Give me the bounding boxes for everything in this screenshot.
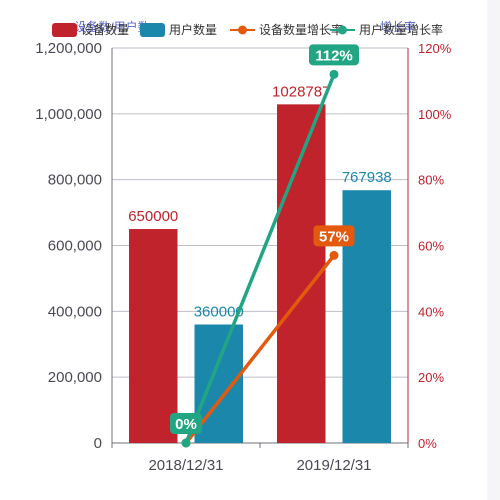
- series-line: [184, 72, 336, 445]
- y-right-tick-label: 20%: [418, 370, 444, 385]
- y-left-tick-label: 200,000: [48, 369, 102, 386]
- y-right-axis-name: 增长率: [380, 19, 416, 34]
- line-point: [329, 69, 339, 79]
- bar-value-label: 650000: [128, 208, 178, 225]
- y-right-tick-label: 0%: [418, 436, 437, 451]
- line-point: [181, 438, 191, 448]
- y-left-axis-name: 设备数/用户数: [74, 19, 149, 34]
- y-left-tick-label: 1,000,000: [35, 106, 102, 123]
- series-line: [184, 253, 336, 445]
- point-label: 112%: [315, 47, 353, 64]
- legend-marker: [338, 25, 347, 35]
- line-point: [329, 250, 339, 260]
- y-left-tick-label: 0: [94, 435, 102, 452]
- bar: [129, 229, 178, 443]
- legend-label: 设备数量: [81, 22, 129, 37]
- y-right-tick-label: 120%: [418, 41, 452, 56]
- y-right-tick-label: 100%: [418, 107, 452, 122]
- bar-value-label: 767938: [342, 169, 392, 186]
- x-tick-label: 2018/12/31: [148, 457, 223, 474]
- point-label: 0%: [175, 416, 197, 433]
- point-label-badge: [309, 44, 359, 66]
- y-right-tick-label: 80%: [418, 173, 444, 188]
- x-tick-label: 2019/12/31: [296, 457, 371, 474]
- point-label-badge: [170, 413, 202, 434]
- y-right-tick-label: 40%: [418, 304, 444, 319]
- legend-label: 设备数量增长率: [259, 22, 343, 37]
- y-left-tick-label: 600,000: [48, 238, 102, 255]
- point-label: 57%: [319, 228, 349, 245]
- point-label-badge: [313, 225, 355, 247]
- legend-swatch: [140, 23, 165, 37]
- y-right-tick-label: 60%: [418, 239, 444, 254]
- y-left-tick-label: 1,200,000: [35, 40, 102, 57]
- bar-value-label: 360000: [194, 304, 244, 321]
- legend-swatch: [52, 23, 77, 37]
- y-left-tick-label: 400,000: [48, 303, 102, 320]
- legend-marker: [238, 25, 247, 35]
- bar-value-label: 1028787: [272, 83, 330, 100]
- chart-area: 0 0% 200,000 20% 400,000 40% 600,000 60% 800,000…: [35, 19, 452, 474]
- legend-label: 用户数量: [169, 22, 217, 37]
- legend-label: 用户数量增长率: [359, 22, 443, 37]
- y-left-tick-label: 800,000: [48, 172, 102, 189]
- bar-line-chart: 0 0% 200,000 20% 400,000 40% 600,000 60% 800,000…: [35, 19, 452, 474]
